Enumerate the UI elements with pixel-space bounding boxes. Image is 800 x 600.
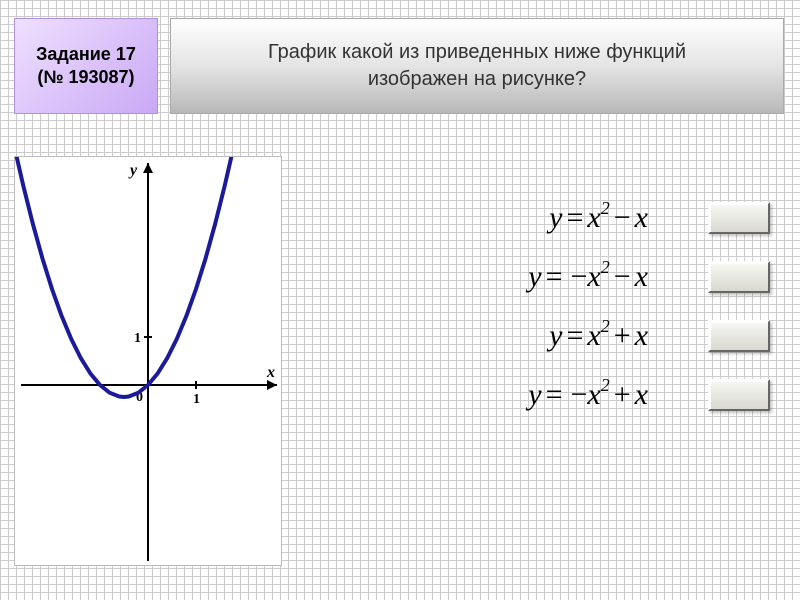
question-line2: изображен на рисунке? (368, 68, 586, 90)
formula-2: y=−x2−x (370, 259, 708, 294)
question-box: График какой из приведенных ниже функций… (170, 18, 784, 114)
task-title-line2: (№ 193087) (37, 67, 134, 87)
answer-button-4[interactable] (708, 379, 770, 411)
svg-text:1: 1 (193, 392, 200, 407)
question-line1: График какой из приведенных ниже функций (268, 41, 686, 63)
svg-text:y: y (128, 162, 138, 179)
graph-panel: 110xy (14, 156, 282, 566)
formula-4: y=−x2+x (370, 377, 708, 412)
task-label-box: Задание 17 (№ 193087) (14, 18, 158, 114)
answer-button-3[interactable] (708, 320, 770, 352)
formula-3: y=x2+x (370, 318, 708, 353)
task-title-line1: Задание 17 (36, 44, 136, 64)
svg-text:x: x (266, 364, 275, 381)
answer-button-2[interactable] (708, 261, 770, 293)
parabola-graph: 110xy (15, 157, 283, 567)
option-row: y=−x2+x (370, 377, 770, 412)
answer-button-1[interactable] (708, 202, 770, 234)
option-row: y=−x2−x (370, 259, 770, 294)
option-row: y=x2−x (370, 200, 770, 235)
answer-options: y=x2−x y=−x2−x y=x2+x y=−x2+x (370, 200, 770, 436)
option-row: y=x2+x (370, 318, 770, 353)
formula-1: y=x2−x (370, 200, 708, 235)
svg-text:1: 1 (134, 331, 141, 346)
